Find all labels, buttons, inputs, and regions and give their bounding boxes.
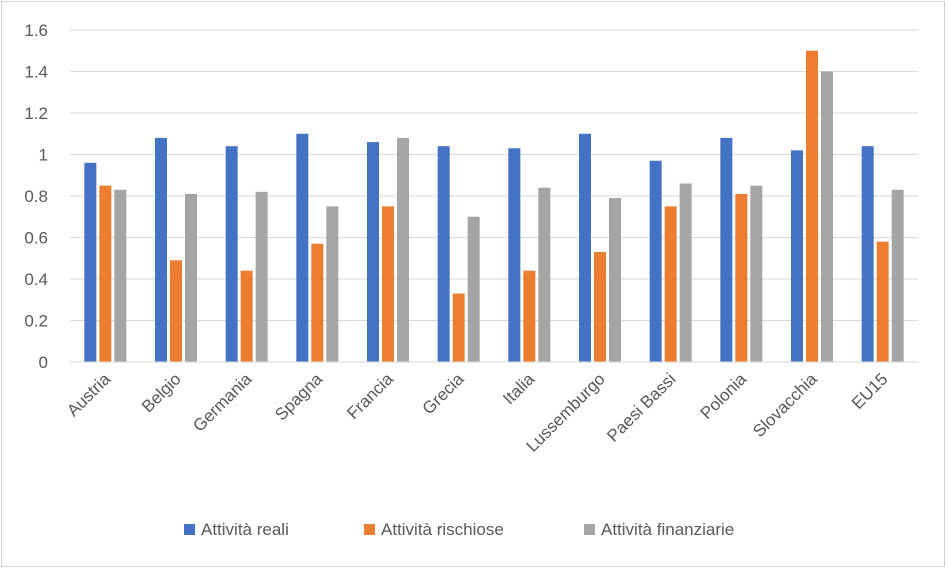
bar-grecia-series-2 xyxy=(452,293,465,362)
y-tick-label: 0.6 xyxy=(24,229,48,248)
legend-swatch xyxy=(584,524,595,535)
x-tick-label: Austria xyxy=(63,369,114,420)
bar-italia-series-3 xyxy=(538,187,551,362)
y-axis-tick-labels: 0 0.2 0.4 0.6 0.8 1 1.2 1.4 1.6 xyxy=(24,21,48,372)
legend-label: Attività reali xyxy=(201,520,289,539)
x-tick-label: Italia xyxy=(499,369,538,408)
x-tick-label: Belgio xyxy=(138,369,185,416)
bar-germania-series-2 xyxy=(240,270,253,362)
x-tick-label: Slovacchia xyxy=(749,369,821,441)
bar-grecia-series-3 xyxy=(467,216,480,362)
y-tick-label: 0.8 xyxy=(24,187,48,206)
x-tick-label: Francia xyxy=(343,369,397,423)
bar-slovacchia-series-2 xyxy=(806,50,818,362)
y-tick-label: 0 xyxy=(39,353,48,372)
x-tick-label: Spagna xyxy=(271,369,326,424)
x-tick-label: Paesi Bassi xyxy=(603,369,679,445)
bar-austria-series-3 xyxy=(114,189,127,362)
bar-paesi-bassi-series-2 xyxy=(664,206,677,362)
bar-polonia-series-3 xyxy=(750,185,763,362)
bar-eu15-series-2 xyxy=(876,241,889,362)
x-tick-label: Polonia xyxy=(697,369,751,423)
legend-label: Attività rischiose xyxy=(381,520,504,539)
bar-germania-series-1 xyxy=(225,146,238,362)
bar-austria-series-1 xyxy=(84,162,97,362)
bar-lussemburgo-series-2 xyxy=(594,252,606,362)
x-tick-label: EU15 xyxy=(848,369,892,413)
y-tick-label: 1.6 xyxy=(24,21,48,40)
bar-paesi-bassi-series-1 xyxy=(649,160,662,362)
x-tick-label: Grecia xyxy=(419,369,468,418)
bar-eu15-series-3 xyxy=(891,189,904,362)
bar-slovacchia-series-3 xyxy=(821,71,833,362)
bar-polonia-series-2 xyxy=(735,193,748,362)
bar-lussemburgo-series-1 xyxy=(579,133,591,362)
bar-lussemburgo-series-3 xyxy=(609,198,621,362)
bar-italia-series-2 xyxy=(523,270,536,362)
legend-swatch xyxy=(184,524,195,535)
legend: Attività reali Attività rischiose Attività… xyxy=(184,520,734,539)
bar-belgio-series-1 xyxy=(155,137,167,362)
y-tick-label: 1 xyxy=(39,146,48,165)
bar-francia-series-2 xyxy=(382,206,394,362)
bar-spagna-series-2 xyxy=(311,243,324,362)
bar-spagna-series-1 xyxy=(296,133,309,362)
x-axis-tick-labels: Austria Belgio Germania Spagna Francia Grecia… xyxy=(63,369,891,456)
y-tick-label: 1.2 xyxy=(24,104,48,123)
bars xyxy=(84,50,904,362)
bar-germania-series-3 xyxy=(255,191,268,362)
bar-francia-series-1 xyxy=(367,142,379,362)
bar-eu15-series-1 xyxy=(861,146,874,362)
y-tick-label: 0.4 xyxy=(24,270,48,289)
y-tick-label: 0.2 xyxy=(24,312,48,331)
bar-slovacchia-series-1 xyxy=(791,150,803,362)
bar-polonia-series-1 xyxy=(720,137,733,362)
legend-swatch xyxy=(364,524,375,535)
x-tick-label: Germania xyxy=(189,369,256,436)
gridlines xyxy=(70,29,918,321)
bar-belgio-series-3 xyxy=(185,193,197,362)
bar-francia-series-3 xyxy=(397,137,409,362)
bar-belgio-series-2 xyxy=(170,260,182,362)
bar-paesi-bassi-series-3 xyxy=(679,183,692,362)
bar-spagna-series-3 xyxy=(326,206,339,362)
y-tick-label: 1.4 xyxy=(24,63,48,82)
legend-label: Attività finanziarie xyxy=(601,520,734,539)
bar-italia-series-1 xyxy=(508,148,521,362)
bar-austria-series-2 xyxy=(99,185,112,362)
bar-grecia-series-1 xyxy=(437,146,450,362)
